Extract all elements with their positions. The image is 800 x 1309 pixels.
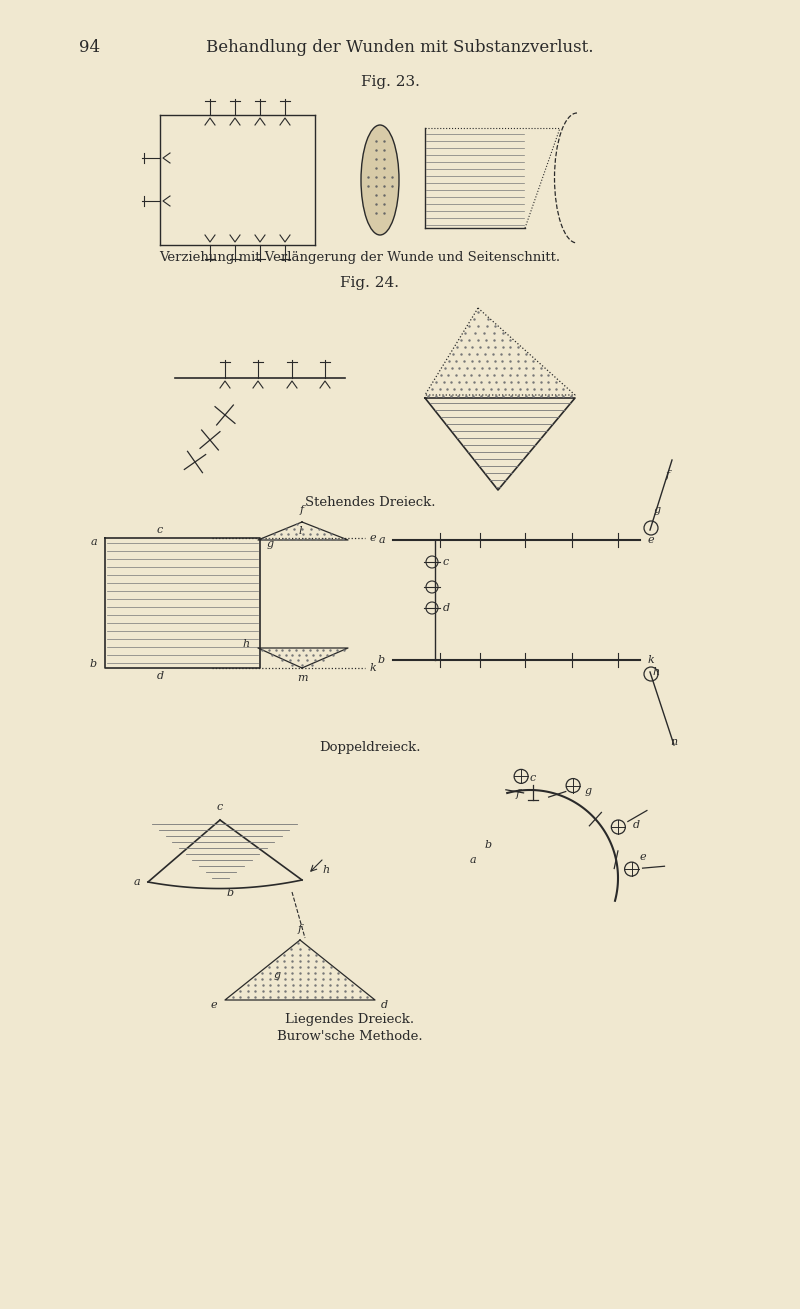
Text: f: f bbox=[666, 470, 670, 480]
Text: c: c bbox=[530, 774, 536, 783]
Text: m: m bbox=[297, 673, 307, 683]
Ellipse shape bbox=[361, 124, 399, 236]
Text: c: c bbox=[157, 525, 163, 535]
Text: Behandlung der Wunden mit Substanzverlust.: Behandlung der Wunden mit Substanzverlus… bbox=[206, 38, 594, 55]
Text: g: g bbox=[266, 539, 274, 548]
Text: b: b bbox=[378, 654, 385, 665]
Text: e: e bbox=[640, 852, 646, 863]
Text: g: g bbox=[274, 970, 281, 980]
Text: a: a bbox=[90, 537, 97, 547]
Text: Doppeldreieck.: Doppeldreieck. bbox=[319, 741, 421, 754]
Text: n: n bbox=[670, 737, 677, 747]
Text: a: a bbox=[134, 877, 140, 888]
Text: b: b bbox=[90, 658, 97, 669]
Text: a: a bbox=[378, 535, 385, 545]
Text: d: d bbox=[157, 672, 163, 681]
Text: h: h bbox=[243, 639, 250, 649]
Text: g: g bbox=[585, 785, 592, 796]
Text: g: g bbox=[654, 505, 661, 514]
Text: k: k bbox=[370, 662, 377, 673]
Text: f: f bbox=[298, 924, 302, 935]
Text: f: f bbox=[300, 505, 304, 514]
Text: d: d bbox=[632, 819, 639, 830]
Text: e: e bbox=[648, 535, 654, 545]
Text: 94: 94 bbox=[79, 38, 101, 55]
Text: d: d bbox=[381, 1000, 388, 1011]
Text: b: b bbox=[485, 840, 492, 850]
Text: d: d bbox=[443, 603, 450, 613]
Text: h: h bbox=[322, 865, 329, 874]
Text: Liegendes Dreieck.: Liegendes Dreieck. bbox=[286, 1013, 414, 1026]
Text: l: l bbox=[298, 526, 302, 535]
Text: e: e bbox=[370, 533, 377, 543]
Text: h: h bbox=[652, 668, 659, 677]
Text: Verziehung mit Verlängerung der Wunde und Seitenschnitt.: Verziehung mit Verlängerung der Wunde un… bbox=[159, 251, 561, 264]
Text: k: k bbox=[648, 654, 654, 665]
Text: c: c bbox=[443, 558, 450, 567]
Text: b: b bbox=[226, 888, 234, 898]
Text: Burow'sche Methode.: Burow'sche Methode. bbox=[277, 1030, 423, 1043]
Text: Fig. 23.: Fig. 23. bbox=[361, 75, 419, 89]
Text: Fig. 24.: Fig. 24. bbox=[341, 276, 399, 291]
Text: Stehendes Dreieck.: Stehendes Dreieck. bbox=[305, 496, 435, 509]
Text: e: e bbox=[210, 1000, 217, 1011]
Text: a: a bbox=[470, 855, 476, 865]
Text: c: c bbox=[217, 802, 223, 812]
Text: f: f bbox=[516, 789, 520, 800]
Polygon shape bbox=[425, 398, 575, 490]
